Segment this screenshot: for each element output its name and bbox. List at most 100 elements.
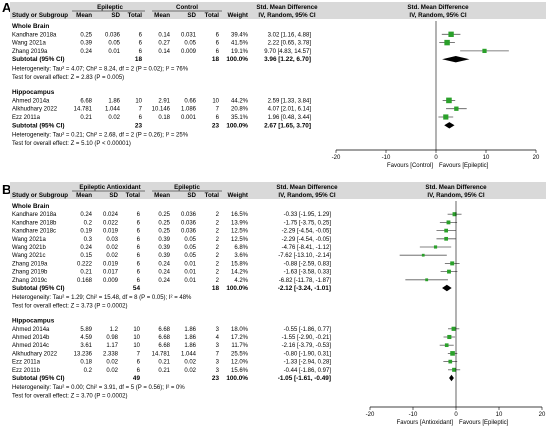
mean2-value: 0.39 [158,237,170,243]
total1-value: 6 [137,212,141,218]
mean2-value: 0.14 [158,49,170,55]
mean2-value: 0.24 [158,261,170,267]
weight-value: 35.1% [231,115,249,121]
sd2-value: 1.86 [184,327,196,333]
total2-column-header: Total [205,12,220,19]
subtotal-diamond [444,122,455,129]
effect-ci-text: -6.82 [-11.78, -1.87] [279,278,332,284]
study-column-header: Study or Subgroup [12,192,68,199]
study-name: Alkhudhary 2022 [12,107,58,113]
sd1-value: 2.338 [103,351,119,357]
mean1-value: 0.19 [80,229,92,235]
x-tick-label: -20 [366,412,375,418]
subgroup: Whole Brain Kandhare 2018a 0.25 0.036 6 0.14 0… [12,23,509,81]
study-name: Zhang 2019a [12,261,48,267]
panel-label: B [2,182,11,197]
study-name: Wang 2021c [12,253,45,259]
subtotal-ci-text: 2.67 [1.65, 3.70] [264,122,311,129]
total2-value: 2 [216,212,220,218]
sd2-value: 0.036 [181,212,197,218]
subgroup-title: Hippocampus [12,89,55,96]
study-name: Zhang 2019b [12,270,48,276]
mean2-value: 0.21 [158,360,170,366]
effect-subtitle-plot: IV, Random, 95% CI [427,192,484,199]
sd1-column-header: SD [109,192,118,199]
subtotal-weight: 100.0% [226,285,248,292]
total2-value: 4 [216,335,220,341]
study-row: Zhang 2019a 0.24 0.01 6 0.14 0.009 6 19.1% 9.70 … [12,48,509,55]
study-marker [452,212,457,217]
study-row: Zhang 2019a 0.222 0.019 6 0.24 0.01 2 15.8% -0.8… [12,261,460,267]
sd2-value: 0.009 [181,49,197,55]
total2-value: 2 [216,237,220,243]
effect-ci-text: -0.80 [-1.90, 0.31] [284,351,332,357]
subtotal-total1: 49 [133,375,141,382]
total2-value: 6 [216,32,220,38]
study-name: Kandhare 2018a [12,32,57,38]
mean1-column-header: Mean [76,192,92,199]
study-marker [482,48,487,54]
subtotal-total2: 23 [212,122,220,129]
study-name: Kandhare 2018b [12,220,57,226]
sd1-value: 0.02 [106,245,118,251]
total1-value: 6 [139,115,143,121]
sd2-column-header: SD [187,192,196,199]
study-name: Ezz 2011a [12,115,41,121]
study-row: Ahmed 2014a 6.68 1.86 10 2.91 0.66 10 44.2% 2.59… [12,97,456,104]
study-row: Ezz 2011a 0.21 0.02 6 0.18 0.001 6 35.1% 1.96 [0… [12,114,454,121]
mean2-value: 0.25 [158,212,170,218]
total2-value: 6 [216,115,220,121]
sd1-value: 1.044 [105,107,121,113]
sd2-value: 0.02 [184,368,196,374]
weight-value: 20.8% [231,107,249,113]
subtotal-row: Subtotal (95% CI) 49 23 100.0% -1.05 [-1.61,… [12,374,454,382]
total1-value: 6 [139,32,143,38]
study-row: Ahmed 2014b 4.59 0.98 10 6.68 1.86 4 17.2% -1.55… [12,334,456,341]
weight-value: 16.5% [231,212,249,218]
x-tick-label: -10 [409,412,418,418]
study-name: Wang 2021b [12,245,46,251]
study-row: Alkhudhary 2022 13.236 2.338 7 14.781 1.044 7 2… [12,351,458,357]
weight-value: 12.5% [231,229,249,235]
subtotal-total2: 18 [212,56,220,63]
effect-ci-text: -0.33 [-1.95, 1.29] [284,212,332,218]
study-marker [425,278,429,282]
sd2-column-header: SD [187,12,196,19]
subtotal-row: Subtotal (95% CI) 54 18 100.0% -2.12 [-3.24,… [12,284,452,292]
study-name: Ahmed 2014c [12,343,49,349]
total1-value: 6 [137,261,141,267]
total2-value: 10 [212,98,219,104]
effect-ci-text: -0.55 [-1.86, 0.77] [284,327,332,333]
subgroup: Hippocampus Ahmed 2014a 6.68 1.86 10 2.91 0.66… [12,89,467,147]
weight-value: 25.5% [231,351,249,357]
study-column-header: Study or Subgroup [12,12,68,19]
study-row: Kandhare 2018b 0.2 0.022 6 0.25 0.036 2 13.9% -1… [12,220,458,226]
x-tick-label: -20 [332,155,341,161]
sd1-value: 0.019 [103,261,119,267]
favours-right-label: Favours [Epileptic] [439,163,489,169]
total1-value: 10 [133,335,140,341]
subtotal-diamond [442,284,452,292]
subtotal-label: Subtotal (95% CI) [12,375,65,382]
sd2-value: 1.044 [181,351,197,357]
effect-subtitle-text: IV, Random, 95% CI [278,192,335,199]
effect-ci-text: -7.62 [-13.10, -2.14] [278,253,331,259]
panel-label: A [2,0,12,15]
header-band [10,182,546,199]
sd2-value: 1.086 [181,107,197,113]
total1-value: 6 [137,220,141,226]
total2-column-header: Total [205,192,220,199]
sd2-value: 0.001 [181,115,197,121]
weight-value: 41.5% [231,41,249,47]
total1-value: 7 [139,107,143,113]
x-tick-label: 10 [496,412,503,418]
favours-left-label: Favours [Control] [387,163,433,169]
effect-ci-text: 9.70 [4.83, 14.57] [264,49,311,55]
group2-header: Epileptic [174,184,200,191]
total2-value: 7 [216,351,220,357]
subtotal-row: Subtotal (95% CI) 18 18 100.0% 3.96 [1.22, 6… [12,56,470,63]
mean2-value: 0.39 [158,245,170,251]
study-row: Wang 2021a 0.39 0.05 6 0.27 0.05 6 41.5% 2.22 [0… [12,39,455,47]
mean2-value: 6.68 [158,343,170,349]
mean1-value: 0.21 [80,270,92,276]
